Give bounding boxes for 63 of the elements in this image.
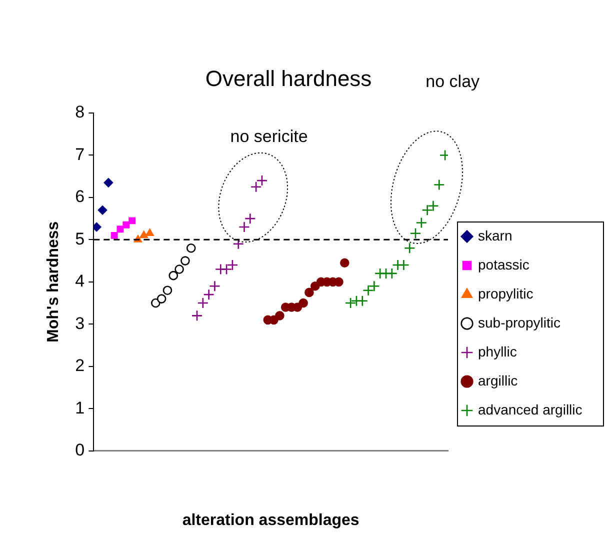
point bbox=[238, 221, 250, 233]
point bbox=[110, 232, 118, 239]
point bbox=[398, 259, 410, 271]
legend-label: phyllic bbox=[478, 343, 517, 360]
y-tick-label: 8 bbox=[75, 102, 85, 122]
point bbox=[410, 228, 422, 239]
point bbox=[203, 288, 214, 300]
y-tick-label: 6 bbox=[75, 187, 85, 206]
point bbox=[98, 205, 108, 215]
legend-label: skarn bbox=[478, 227, 512, 244]
legend-label: argillic bbox=[478, 372, 518, 388]
point bbox=[386, 268, 398, 280]
point bbox=[140, 230, 148, 238]
point bbox=[356, 295, 368, 307]
point bbox=[162, 286, 172, 295]
point bbox=[298, 298, 308, 308]
point bbox=[180, 256, 190, 266]
y-tick-label: 7 bbox=[75, 144, 85, 164]
point bbox=[209, 280, 220, 292]
y-tick-label: 2 bbox=[75, 356, 85, 376]
point bbox=[368, 280, 380, 292]
point bbox=[168, 270, 178, 280]
annotation: no sericite bbox=[230, 126, 308, 146]
point bbox=[275, 311, 284, 320]
point bbox=[422, 204, 433, 216]
point bbox=[362, 284, 374, 296]
y-tick-label: 4 bbox=[75, 272, 85, 291]
point bbox=[250, 181, 262, 193]
point bbox=[186, 243, 196, 253]
point bbox=[428, 200, 439, 212]
point bbox=[104, 178, 114, 188]
point bbox=[116, 226, 124, 233]
x-axis-title: alteration assemblages bbox=[182, 512, 360, 529]
legend-label: potassic bbox=[478, 256, 530, 272]
point bbox=[340, 258, 350, 268]
point bbox=[344, 297, 356, 309]
legend-label: propylitic bbox=[478, 285, 534, 302]
point bbox=[191, 310, 203, 322]
point bbox=[232, 238, 244, 250]
point bbox=[404, 242, 416, 254]
y-tick-label: 1 bbox=[75, 398, 85, 418]
legend-label: sub-propylitic bbox=[478, 314, 560, 330]
point bbox=[226, 259, 238, 271]
y-tick-label: 0 bbox=[75, 440, 85, 460]
point bbox=[304, 288, 314, 298]
point bbox=[146, 228, 154, 236]
point bbox=[433, 179, 445, 190]
point bbox=[220, 264, 232, 275]
point bbox=[416, 217, 428, 228]
point bbox=[334, 277, 344, 287]
point bbox=[174, 264, 184, 274]
y-tick-label: 3 bbox=[75, 314, 85, 333]
point bbox=[244, 212, 256, 224]
point bbox=[122, 221, 130, 228]
chart-title: Overall hardness bbox=[205, 66, 372, 92]
point bbox=[128, 217, 136, 224]
point bbox=[197, 297, 209, 309]
point bbox=[156, 294, 166, 304]
legend-label: advanced argillic bbox=[478, 401, 582, 418]
text: no clay bbox=[426, 72, 480, 92]
y-tick-label: 5 bbox=[75, 229, 85, 248]
point bbox=[256, 174, 268, 186]
y-axis-title: Moh's hardness bbox=[45, 221, 62, 342]
